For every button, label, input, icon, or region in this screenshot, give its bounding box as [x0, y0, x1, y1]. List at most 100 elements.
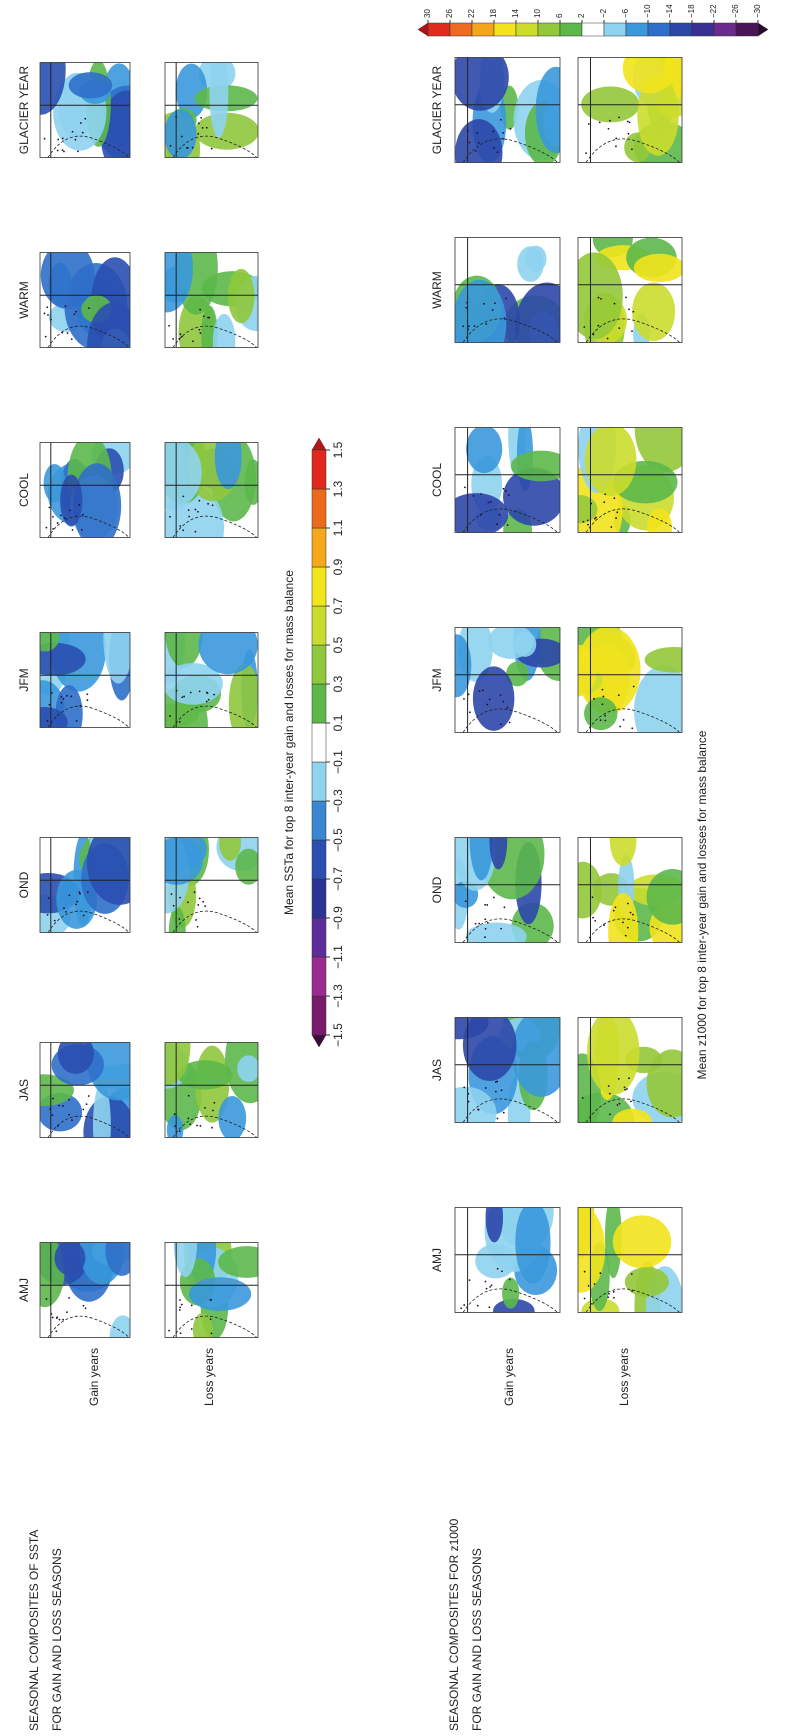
- island: [187, 509, 190, 512]
- island: [190, 1328, 193, 1330]
- colorbar-segment: [537, 22, 561, 37]
- island: [178, 720, 181, 723]
- map-contour: [235, 848, 258, 885]
- island: [77, 150, 79, 153]
- island: [591, 896, 594, 899]
- map-contour: [219, 837, 242, 861]
- island: [211, 1126, 213, 1129]
- map-contour: [237, 1055, 258, 1083]
- island: [74, 310, 77, 313]
- coastline: [462, 318, 558, 343]
- map-panel: [578, 427, 682, 533]
- map-contour: [201, 305, 218, 348]
- island: [86, 699, 89, 702]
- island: [213, 693, 216, 696]
- island: [60, 701, 63, 704]
- map-panel: [578, 1017, 682, 1123]
- island: [56, 149, 59, 152]
- island: [58, 1104, 60, 1107]
- island: [618, 327, 621, 330]
- island: [87, 1095, 90, 1097]
- island: [182, 495, 185, 498]
- colorbar-segment: [311, 917, 327, 958]
- island: [630, 1273, 633, 1275]
- map-panel: [455, 627, 560, 733]
- island: [503, 906, 506, 909]
- island: [202, 315, 205, 318]
- map-contour: [57, 1042, 94, 1074]
- map-panel: [165, 632, 258, 728]
- map-contour: [87, 302, 130, 348]
- island: [62, 1105, 64, 1107]
- map-contour: [209, 62, 229, 138]
- island: [478, 922, 481, 925]
- map-panel: [578, 837, 682, 943]
- island: [198, 897, 201, 900]
- island: [496, 1117, 499, 1120]
- coastline: [172, 1315, 257, 1338]
- island: [70, 695, 73, 698]
- map-panel: [165, 442, 258, 538]
- island: [604, 719, 607, 722]
- map-contour: [192, 1312, 213, 1338]
- map-panel: [578, 1207, 682, 1313]
- island: [474, 150, 477, 152]
- island: [47, 314, 49, 316]
- map-panel: [40, 1042, 130, 1138]
- island: [618, 116, 620, 119]
- island: [86, 693, 89, 696]
- island: [178, 918, 181, 920]
- map-contour: [177, 1060, 233, 1090]
- island: [592, 916, 594, 919]
- coastline: [172, 515, 257, 538]
- colorbar-end: [311, 437, 327, 451]
- map-contour: [586, 1017, 640, 1095]
- colorbar-tick-label: 1.5: [331, 441, 345, 458]
- island: [200, 116, 203, 119]
- coastline: [47, 910, 130, 933]
- island: [169, 715, 171, 717]
- island: [43, 137, 46, 140]
- colorbar-tick-label: 6: [555, 13, 564, 18]
- island: [168, 1329, 170, 1332]
- island: [598, 121, 601, 124]
- island: [484, 903, 487, 906]
- island: [212, 1109, 214, 1112]
- island: [179, 1306, 181, 1309]
- row-label: Loss years: [202, 1348, 216, 1406]
- island: [52, 1097, 54, 1100]
- map-contour: [212, 313, 236, 348]
- colorbar-tick-label: −0.9: [331, 906, 345, 930]
- map-contour: [218, 1246, 258, 1278]
- map-contour: [466, 427, 503, 474]
- coastline: [47, 515, 130, 538]
- map-contour: [43, 463, 66, 503]
- colorbar-segment: [735, 22, 759, 37]
- island: [494, 1090, 497, 1093]
- colorbar-tick-label: 0.5: [331, 636, 345, 653]
- map-contour: [244, 459, 258, 505]
- island: [592, 333, 595, 336]
- island: [496, 1080, 499, 1083]
- map-contour: [485, 1207, 504, 1243]
- island: [44, 335, 47, 338]
- map-contour: [100, 90, 130, 158]
- island: [189, 691, 192, 694]
- island: [628, 1077, 630, 1080]
- island: [595, 516, 597, 519]
- season-label: JFM: [17, 668, 31, 691]
- island: [179, 525, 182, 527]
- island: [496, 523, 498, 526]
- island: [506, 706, 509, 709]
- island: [600, 298, 602, 300]
- island: [500, 723, 502, 726]
- island: [486, 703, 489, 706]
- colorbar-tick-label: −30: [753, 4, 762, 18]
- island: [168, 324, 170, 327]
- island: [460, 1307, 463, 1310]
- island: [82, 1108, 85, 1111]
- island: [631, 148, 633, 151]
- map-panel: [40, 442, 130, 538]
- island: [490, 1284, 493, 1287]
